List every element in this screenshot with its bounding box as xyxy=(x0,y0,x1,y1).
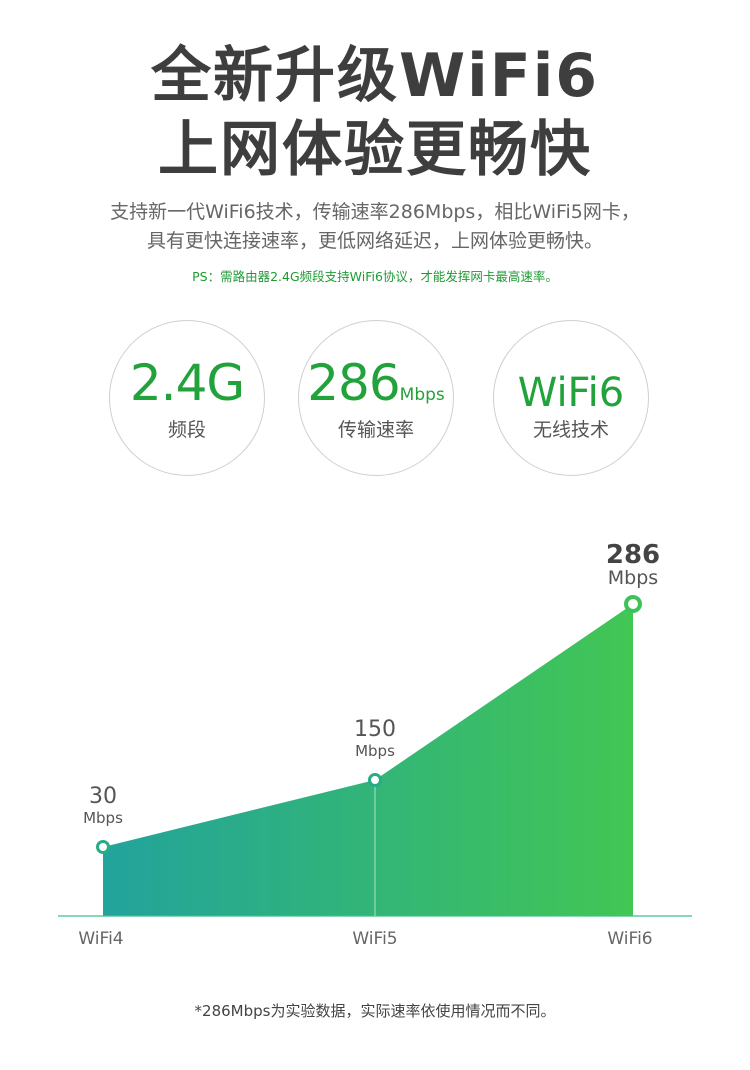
data-point xyxy=(96,840,110,854)
data-label-unit: Mbps xyxy=(355,742,395,760)
feature-label: 无线技术 xyxy=(532,419,609,441)
x-tick-label: WiFi6 xyxy=(607,929,652,949)
data-label-value: 150 xyxy=(354,717,396,742)
x-tick-label: WiFi5 xyxy=(352,929,397,949)
ps-note: PS：需路由器2.4G频段支持WiFi6协议，才能发挥网卡最高速率。 xyxy=(192,269,558,284)
feature-value: WiFi6 xyxy=(517,370,625,416)
data-label-unit: Mbps xyxy=(608,567,658,589)
feature-speed: 286Mbps 传输速率 xyxy=(298,320,454,476)
feature-value: 286 xyxy=(307,354,400,412)
feature-tech: WiFi6 无线技术 xyxy=(493,320,649,476)
area-fill xyxy=(103,604,633,916)
x-tick-label: WiFi4 xyxy=(78,929,123,949)
data-point xyxy=(624,595,642,613)
feature-unit: Mbps xyxy=(399,385,445,405)
data-label-unit: Mbps xyxy=(83,809,123,827)
headline-line2: 上网体验更畅快 xyxy=(158,115,592,185)
data-label-value: 30 xyxy=(89,784,117,809)
headline-line1: 全新升级WiFi6 xyxy=(150,41,600,111)
description-line2: 具有更快连接速率，更低网络延迟，上网体验更畅快。 xyxy=(146,230,603,252)
data-label-value: 286 xyxy=(606,540,660,570)
feature-label: 频段 xyxy=(167,419,206,441)
footnote: *286Mbps为实验数据，实际速率依使用情况而不同。 xyxy=(194,1002,556,1020)
feature-label: 传输速率 xyxy=(337,419,414,441)
feature-value: 2.4G xyxy=(129,354,245,412)
data-point xyxy=(368,773,382,787)
description-line1: 支持新一代WiFi6技术，传输速率286Mbps，相比WiFi5网卡， xyxy=(110,201,640,223)
feature-band: 2.4G 频段 xyxy=(109,320,265,476)
